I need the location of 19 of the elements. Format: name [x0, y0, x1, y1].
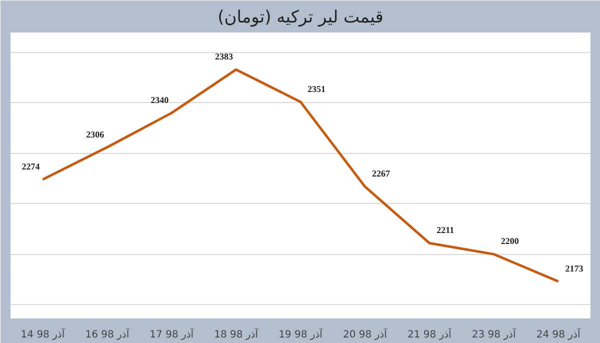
data-label: 2383: [215, 52, 234, 62]
x-tick-label: 14 آذر 98: [20, 328, 66, 340]
data-label: 2340: [150, 94, 170, 105]
data-label: 2351: [308, 84, 326, 94]
x-tick-label: 20 آذر 98: [343, 328, 388, 340]
chart-title: قیمت لیر ترکیه (تومان): [218, 8, 384, 28]
data-label: 2211: [436, 225, 455, 236]
x-tick-label: 21 آذر 98: [407, 328, 453, 340]
data-label: 2274: [22, 162, 40, 172]
data-label: 2267: [372, 168, 390, 179]
data-label: 2306: [86, 129, 105, 140]
x-tick-label: 23 آذر 98: [472, 328, 517, 340]
data-label: 2173: [565, 263, 584, 274]
x-tick-label: 18 آذر 98: [214, 328, 260, 340]
x-tick-label: 24 آذر 98: [536, 328, 582, 340]
x-tick-label: 16 آذر 98: [85, 328, 130, 340]
x-tick-label: 17 آذر 98: [150, 328, 195, 340]
x-tick-label: 19 آذر 98: [278, 328, 324, 340]
data-label: 2200: [500, 236, 520, 246]
